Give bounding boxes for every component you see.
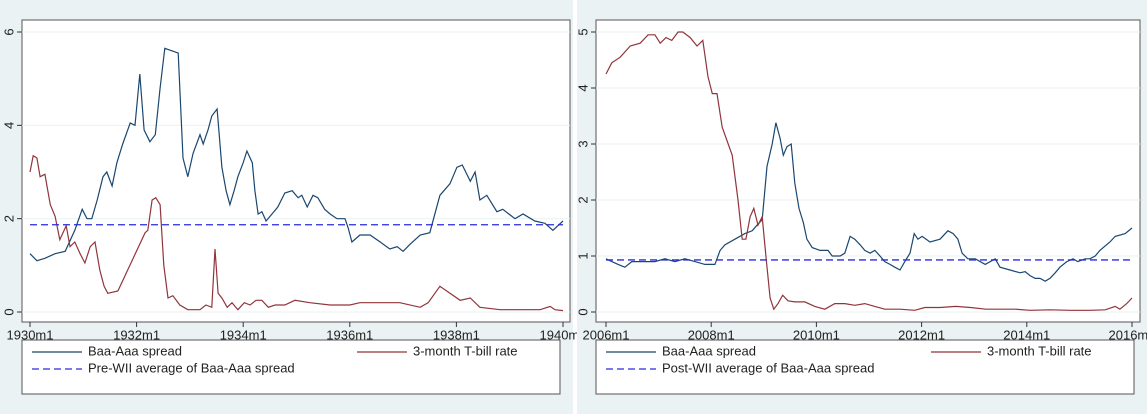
x-tick-label: 1930m1	[7, 327, 54, 342]
plot-area	[21, 19, 571, 323]
y-tick-label: 3	[575, 140, 590, 147]
x-tick-label: 1936m1	[326, 327, 373, 342]
legend-label: 3-month T-bill rate	[987, 343, 1092, 358]
panel: 0 2 4 6 1930m1 1932m1 1934m1 1936m1 1938m1 1940m1…	[0, 0, 586, 414]
legend-label: Post-WII average of Baa-Aaa spread	[662, 360, 874, 375]
y-tick-label: 5	[575, 28, 590, 35]
y-tick-label: 0	[575, 308, 590, 315]
series-line	[605, 31, 1133, 311]
y-tick-label: 2	[575, 196, 590, 203]
x-tick-label: 1938m1	[433, 327, 480, 342]
x-tick-label: 2014m1	[1003, 327, 1050, 342]
x-tick-label: 2006m1	[583, 327, 630, 342]
y-tick-label: 0	[1, 308, 16, 315]
series-line	[605, 122, 1133, 282]
legend-box	[21, 339, 561, 395]
y-tick-label: 2	[1, 215, 16, 222]
legend-label: 3-month T-bill rate	[413, 343, 518, 358]
legend-label: Baa-Aaa spread	[88, 343, 182, 358]
y-tick-label: 4	[575, 84, 590, 91]
legend-label: Baa-Aaa spread	[662, 343, 756, 358]
x-tick-label: 2008m1	[688, 327, 735, 342]
y-tick-label: 4	[1, 122, 16, 129]
x-tick-label: 2016m1	[1109, 327, 1147, 342]
legend-label: Pre-WII average of Baa-Aaa spread	[88, 360, 295, 375]
panel: 0 1 2 3 4 5 2006m1 2008m1 2010m1 2012m1 2014m1 2016…	[575, 0, 1147, 414]
x-tick-label: 2010m1	[793, 327, 840, 342]
y-tick-label: 6	[1, 28, 16, 35]
series-line	[29, 47, 564, 262]
series-line	[29, 154, 564, 312]
y-tick-label: 1	[575, 252, 590, 259]
legend-box	[595, 339, 1135, 395]
x-tick-label: 1940m1	[540, 327, 587, 342]
x-tick-label: 1934m1	[220, 327, 267, 342]
x-tick-label: 2012m1	[898, 327, 945, 342]
plot-area	[595, 19, 1141, 323]
x-tick-label: 1932m1	[113, 327, 160, 342]
